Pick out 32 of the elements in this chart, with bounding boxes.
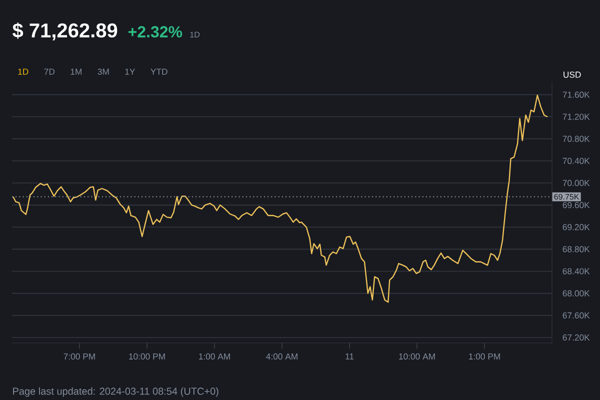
text: 1M: [70, 68, 82, 75]
chart-title: $ 71,262.89: [12, 22, 118, 40]
y-tick-label: 69.20K: [562, 224, 590, 230]
text: 1Y: [125, 68, 136, 75]
chart-subtitle: +2.32%: [128, 26, 182, 38]
y-tick-label: 69.60K: [562, 202, 590, 208]
y-tick-label: 70.00K: [562, 180, 590, 186]
line-series: [12, 94, 548, 303]
y-tick-label: 71.20K: [562, 114, 590, 120]
y-axis-title: USD: [564, 72, 581, 78]
x-tick-label: 4:00 AM: [266, 353, 298, 360]
text: 7D: [44, 68, 55, 75]
y-tick-label: 67.60K: [562, 312, 590, 318]
text: Page last updated: 2024-03-11 08:54 (UTC+0): [13, 387, 218, 397]
ref-line-label: 69.75K: [554, 194, 580, 200]
y-tick-label: 71.60K: [562, 92, 590, 98]
y-tick-label: 68.00K: [562, 290, 590, 296]
x-tick-label: 7:00 PM: [64, 353, 95, 360]
text: 1D: [190, 32, 200, 38]
text: 3M: [98, 68, 109, 75]
y-tick-label: 70.80K: [562, 136, 590, 142]
text: 1D: [18, 68, 28, 75]
y-tick-label: 67.20K: [562, 334, 590, 341]
y-tick-label: 68.40K: [562, 268, 590, 274]
x-tick-label: 10:00 PM: [129, 353, 165, 360]
x-tick-label: 10:00 AM: [399, 353, 435, 360]
text: YTD: [150, 68, 168, 75]
x-tick-label: 1:00 AM: [199, 353, 230, 360]
x-tick-label: 1:00 PM: [469, 353, 500, 360]
y-tick-label: 70.40K: [562, 158, 590, 164]
y-tick-label: 68.80K: [562, 246, 590, 252]
x-tick-label: 11: [346, 353, 354, 360]
